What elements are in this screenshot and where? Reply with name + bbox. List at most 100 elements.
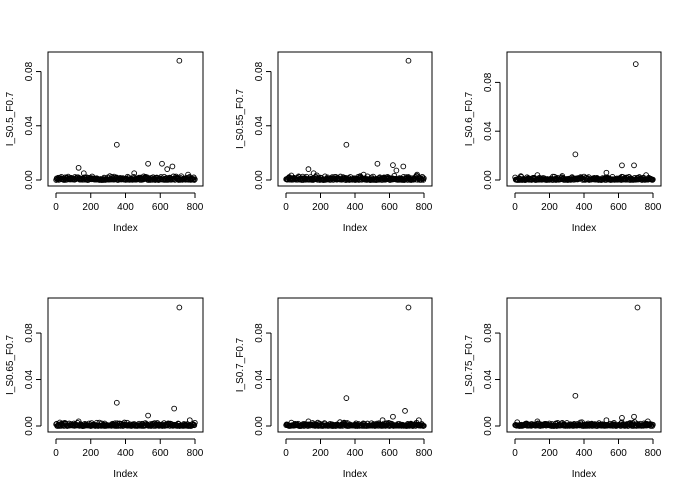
x-tick-label: 400: [347, 202, 364, 213]
data-point-outlier: [171, 405, 178, 412]
data-points: [53, 57, 198, 183]
data-point: [191, 422, 198, 429]
data-point-outlier: [572, 392, 579, 399]
data-points: [512, 304, 656, 429]
x-tick-label: 0: [512, 448, 518, 459]
data-point-outlier: [343, 395, 350, 401]
panel-2: 0 200 400 600 800 Index 0.00 0.04 0.08 I_S0.55_F0…: [235, 51, 433, 234]
data-point: [420, 175, 427, 182]
data-point-outlier: [305, 166, 312, 173]
data-point-outlier: [159, 160, 165, 167]
x-tick-label: 0: [512, 202, 518, 213]
y-tick-label: 0.04: [24, 369, 35, 389]
data-point-outlier: [414, 171, 420, 178]
data-point-outlier: [632, 61, 639, 67]
data-point-outlier: [113, 399, 120, 406]
data-points: [53, 304, 198, 429]
data-point-outlier: [634, 304, 641, 311]
data-point-outlier: [75, 418, 82, 425]
x-tick-label: 200: [541, 202, 558, 213]
data-point-outlier: [643, 172, 649, 178]
x-tick-label: 400: [576, 448, 593, 459]
y-tick-label: 0.00: [254, 170, 265, 190]
y-axis-label: I_S0.75_F0.7: [464, 335, 475, 395]
x-axis-label: Index: [572, 223, 596, 234]
data-point-outlier: [415, 417, 422, 424]
data-point-outlier: [572, 151, 579, 158]
x-tick-label: 600: [152, 202, 169, 213]
data-point-outlier: [113, 141, 120, 148]
x-tick-label: 600: [152, 448, 169, 459]
data-point: [649, 176, 656, 183]
x-tick-label: 800: [645, 202, 662, 213]
y-axis-label: I_S0.7_F0.7: [235, 337, 246, 392]
data-point-outlier: [619, 162, 625, 169]
x-axis-label: Index: [113, 223, 137, 234]
x-tick-label: 600: [610, 448, 627, 459]
plot-frame: [506, 297, 662, 433]
data-point-outlier: [343, 141, 350, 148]
y-axis-label: I_S0.55_F0.7: [235, 89, 246, 149]
data-points: [283, 57, 427, 183]
x-tick-label: 400: [117, 202, 134, 213]
x-tick-label: 800: [187, 202, 204, 213]
x-tick-label: 400: [117, 448, 134, 459]
data-point-outlier: [145, 412, 151, 419]
data-point-outlier: [310, 170, 317, 177]
data-point-outlier: [405, 304, 412, 311]
panel-1: 0 200 400 600 800 Index 0.00 0.04 0.08 I_S0.5_F0.…: [5, 51, 204, 234]
data-point-outlier: [631, 162, 637, 169]
x-axis-label: Index: [113, 469, 137, 480]
data-point-outlier: [534, 172, 541, 178]
x-tick-label: 400: [347, 448, 364, 459]
y-tick-label: 0.00: [24, 416, 35, 436]
x-tick-label: 600: [610, 202, 627, 213]
data-point-outlier: [631, 413, 637, 420]
data-point-outlier: [176, 57, 183, 64]
x-tick-label: 200: [312, 202, 329, 213]
y-tick-label: 0.04: [483, 121, 494, 141]
data-point-outlier: [164, 166, 171, 173]
panel-6: 0 200 400 600 800 Index 0.00 0.04 0.08 I_S0.75_F0…: [464, 297, 662, 480]
x-tick-label: 0: [283, 202, 289, 213]
data-point-outlier: [534, 418, 541, 425]
panel-5: 0 200 400 600 800 Index 0.00 0.04 0.08 I_S0.7_F0.…: [235, 297, 433, 480]
data-point-outlier: [405, 57, 412, 64]
data-point: [391, 172, 398, 179]
data-point-outlier: [145, 160, 151, 167]
y-tick-label: 0.04: [254, 369, 265, 389]
data-point-outlier: [603, 169, 610, 176]
y-tick-label: 0.08: [254, 323, 265, 343]
data-point-outlier: [75, 164, 82, 171]
y-tick-label: 0.04: [24, 116, 35, 136]
data-point: [191, 176, 198, 183]
x-tick-label: 600: [381, 448, 398, 459]
x-tick-label: 200: [82, 202, 99, 213]
data-point-outlier: [169, 163, 176, 170]
data-point-outlier: [360, 171, 367, 178]
y-tick-label: 0.00: [254, 416, 265, 436]
x-tick-label: 800: [645, 448, 662, 459]
data-point-outlier: [644, 418, 651, 425]
data-point-outlier: [393, 167, 400, 174]
plot-frame: [47, 297, 204, 433]
y-axis-label: I_S0.5_F0.7: [5, 91, 16, 146]
x-tick-label: 400: [576, 202, 593, 213]
data-point: [191, 419, 198, 426]
data-point-outlier: [400, 163, 407, 170]
y-tick-label: 0.08: [24, 61, 35, 81]
data-points: [512, 61, 656, 183]
plot-frame: [506, 51, 662, 187]
y-tick-label: 0.00: [483, 170, 494, 190]
data-point-outlier: [186, 417, 193, 424]
y-tick-label: 0.00: [24, 170, 35, 190]
data-point-outlier: [185, 171, 191, 178]
x-tick-label: 800: [416, 202, 433, 213]
y-axis-label: I_S0.65_F0.7: [5, 335, 16, 395]
y-tick-label: 0.08: [483, 323, 494, 343]
x-tick-label: 800: [416, 448, 433, 459]
x-tick-label: 600: [381, 202, 398, 213]
data-point-outlier: [305, 418, 312, 425]
data-point-outlier: [402, 408, 408, 414]
